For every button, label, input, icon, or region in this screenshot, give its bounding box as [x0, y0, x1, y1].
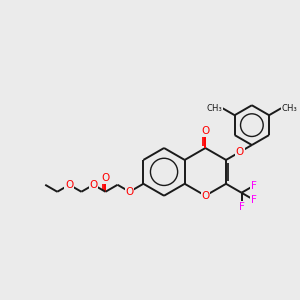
Text: O: O [101, 173, 110, 183]
Text: F: F [238, 202, 244, 212]
Text: CH₃: CH₃ [207, 104, 223, 113]
Text: O: O [201, 191, 209, 201]
Text: CH₃: CH₃ [281, 104, 297, 113]
Text: F: F [250, 195, 256, 205]
Text: F: F [250, 181, 256, 191]
Text: O: O [65, 180, 74, 190]
Text: O: O [201, 126, 209, 136]
Text: O: O [89, 180, 98, 190]
Text: O: O [125, 187, 134, 197]
Text: O: O [236, 147, 244, 157]
